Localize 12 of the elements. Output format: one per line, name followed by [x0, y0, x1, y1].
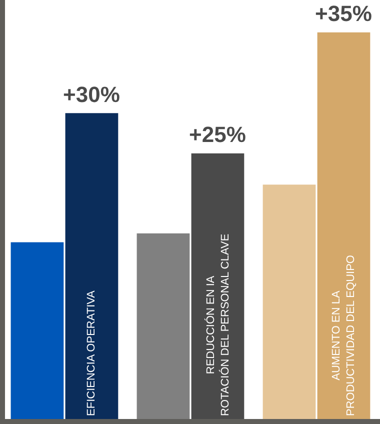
annotation: +25%	[189, 122, 246, 147]
bar	[136, 233, 190, 419]
annotation: +30%	[63, 82, 120, 107]
x-tick-label: EFICIENCIA OPERATIVA	[86, 290, 98, 416]
bar	[65, 113, 118, 419]
x-tick-label: REDUCCIÓN EN IA ROTACIÓN DEL PERSONAL CLAVE	[204, 234, 232, 416]
bar	[191, 153, 244, 419]
x-tick-label: AUMENTO EN LA PRODUCTIVIDAD DEL EQUIPO	[330, 254, 357, 416]
annotation: +35%	[315, 1, 372, 26]
bar	[10, 242, 64, 419]
bar	[262, 184, 316, 419]
bar	[317, 32, 370, 419]
